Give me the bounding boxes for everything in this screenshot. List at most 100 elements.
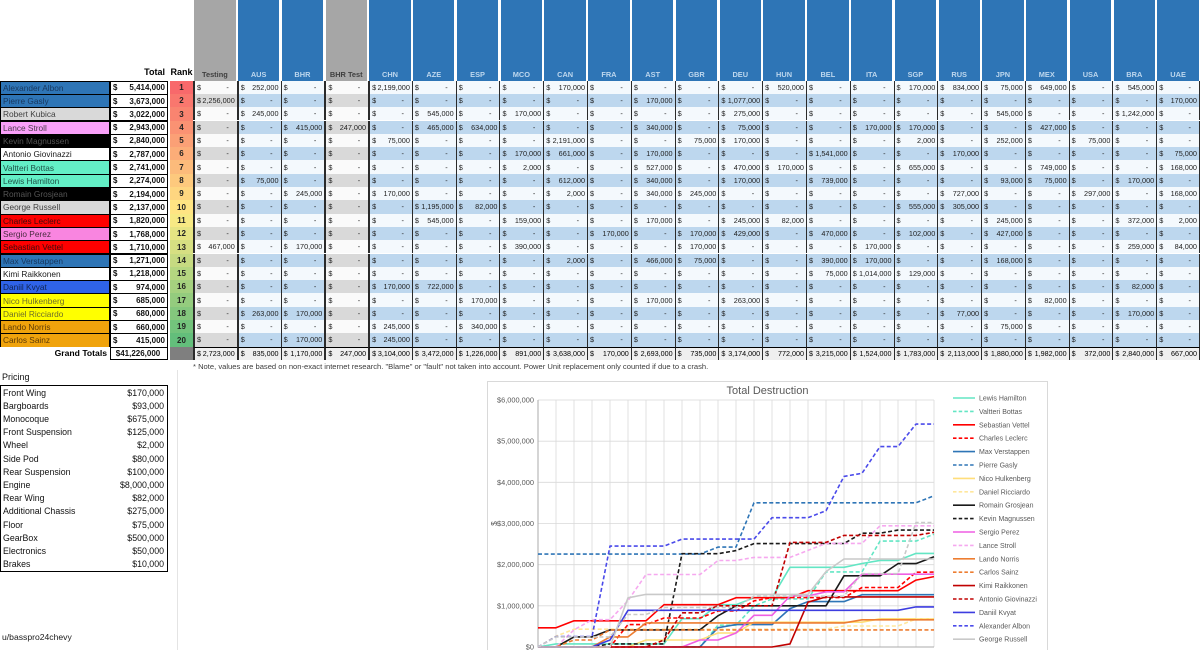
damage-cell[interactable]: $ - bbox=[543, 266, 588, 281]
legend-label[interactable]: Daniel Ricciardo bbox=[979, 489, 1030, 496]
damage-cell[interactable]: $ - bbox=[1068, 240, 1113, 254]
damage-cell[interactable]: $467,000 bbox=[193, 240, 237, 254]
damage-cell[interactable]: $ - bbox=[805, 213, 850, 227]
damage-cell[interactable]: $82,000 bbox=[1024, 293, 1069, 307]
damage-cell[interactable]: $ - bbox=[937, 240, 982, 254]
damage-cell[interactable]: $ - bbox=[368, 120, 412, 134]
driver-total-cell[interactable]: $660,000 bbox=[110, 320, 168, 335]
damage-cell[interactable]: $ - bbox=[280, 293, 325, 307]
damage-cell[interactable]: $ - bbox=[499, 306, 544, 320]
damage-cell[interactable]: $ - bbox=[893, 320, 938, 334]
damage-cell[interactable]: $ - bbox=[587, 266, 631, 281]
driver-total-cell[interactable]: $415,000 bbox=[110, 333, 168, 348]
damage-cell[interactable]: $ - bbox=[762, 240, 806, 254]
damage-cell[interactable]: $ - bbox=[630, 280, 675, 294]
race-header-aus[interactable]: AUS bbox=[237, 0, 280, 81]
damage-cell[interactable]: $170,000 bbox=[762, 160, 806, 174]
damage-cell[interactable]: $75,000 bbox=[1156, 147, 1200, 161]
pricing-row[interactable]: Monocoque $675,000 bbox=[1, 412, 167, 425]
damage-cell[interactable]: $390,000 bbox=[805, 253, 850, 267]
damage-cell[interactable]: $ - bbox=[762, 253, 806, 267]
driver-rank-cell[interactable]: 3 bbox=[170, 107, 193, 121]
damage-cell[interactable]: $ - bbox=[543, 306, 588, 320]
damage-cell[interactable]: $ - bbox=[937, 320, 982, 334]
damage-cell[interactable]: $75,000 bbox=[674, 253, 719, 267]
driver-total-cell[interactable]: $1,271,000 bbox=[110, 253, 168, 268]
damage-cell[interactable]: $ - bbox=[762, 200, 806, 214]
damage-cell[interactable]: $ - bbox=[762, 306, 806, 320]
race-header-aze[interactable]: AZE bbox=[413, 0, 455, 81]
pricing-row[interactable]: Bargboards $93,000 bbox=[1, 399, 167, 412]
damage-cell[interactable]: $93,000 bbox=[981, 173, 1025, 187]
damage-cell[interactable]: $ - bbox=[587, 320, 631, 334]
damage-cell[interactable]: $ - bbox=[1156, 280, 1200, 294]
race-header-hun[interactable]: HUN bbox=[763, 0, 805, 81]
damage-cell[interactable]: $527,000 bbox=[630, 160, 675, 174]
legend-label[interactable]: Lewis Hamilton bbox=[979, 396, 1027, 403]
damage-cell[interactable]: $ - bbox=[499, 120, 544, 134]
damage-cell[interactable]: $ - bbox=[849, 160, 894, 174]
race-header-deu[interactable]: DEU bbox=[719, 0, 761, 81]
driver-rank-cell[interactable]: 18 bbox=[170, 306, 193, 321]
damage-cell[interactable]: $ - bbox=[1024, 187, 1069, 201]
damage-cell[interactable]: $465,000 bbox=[411, 120, 456, 134]
damage-cell[interactable]: $ - bbox=[280, 213, 325, 227]
damage-cell[interactable]: $ - bbox=[849, 320, 894, 334]
damage-cell[interactable]: $ - bbox=[499, 333, 544, 347]
pricing-row[interactable]: Rear Wing $82,000 bbox=[1, 492, 167, 505]
damage-cell[interactable]: $ - bbox=[1112, 266, 1157, 281]
driver-total-cell[interactable]: $685,000 bbox=[110, 293, 168, 308]
legend-label[interactable]: Alexander Albon bbox=[979, 623, 1030, 630]
damage-cell[interactable]: $ - bbox=[762, 280, 806, 294]
damage-cell[interactable]: $ - bbox=[411, 93, 456, 108]
driver-name-cell[interactable]: Alexander Albon bbox=[0, 80, 110, 95]
damage-cell[interactable]: $ - bbox=[1024, 306, 1069, 320]
legend-label[interactable]: Charles Leclerc bbox=[979, 436, 1028, 443]
damage-cell[interactable]: $ - bbox=[1068, 226, 1113, 241]
damage-cell[interactable]: $ - bbox=[455, 266, 500, 281]
damage-cell[interactable]: $ - bbox=[1024, 213, 1069, 227]
damage-cell[interactable]: $ - bbox=[1112, 147, 1157, 161]
damage-cell[interactable]: $2,000 bbox=[1156, 213, 1200, 227]
driver-total-cell[interactable]: $1,820,000 bbox=[110, 213, 168, 228]
driver-rank-cell[interactable]: 13 bbox=[170, 240, 193, 254]
damage-cell[interactable]: $ - bbox=[411, 333, 456, 347]
damage-cell[interactable]: $ - bbox=[455, 253, 500, 267]
driver-total-cell[interactable]: $3,673,000 bbox=[110, 93, 168, 109]
damage-cell[interactable]: $170,000 bbox=[543, 80, 588, 94]
damage-cell[interactable]: $297,000 bbox=[1068, 187, 1113, 201]
race-header-chn[interactable]: CHN bbox=[369, 0, 411, 81]
driver-name-cell[interactable]: Sergio Perez bbox=[0, 226, 110, 242]
damage-cell[interactable]: $ - bbox=[543, 200, 588, 214]
race-header-ast[interactable]: AST bbox=[632, 0, 674, 81]
damage-cell[interactable]: $170,000 bbox=[849, 240, 894, 254]
damage-cell[interactable]: $ - bbox=[805, 80, 850, 94]
damage-cell[interactable]: $ - bbox=[849, 187, 894, 201]
damage-cell[interactable]: $2,256,000 bbox=[193, 93, 237, 108]
damage-cell[interactable]: $ - bbox=[587, 93, 631, 108]
damage-cell[interactable]: $ - bbox=[805, 120, 850, 134]
driver-name-cell[interactable]: Valtteri Bottas bbox=[0, 160, 110, 175]
damage-cell[interactable]: $ - bbox=[981, 293, 1025, 307]
damage-cell[interactable]: $ - bbox=[193, 320, 237, 334]
driver-rank-cell[interactable]: 17 bbox=[170, 293, 193, 308]
damage-cell[interactable]: $555,000 bbox=[893, 200, 938, 214]
damage-cell[interactable]: $ - bbox=[718, 320, 763, 334]
damage-cell[interactable]: $ - bbox=[1024, 133, 1069, 148]
damage-cell[interactable]: $ - bbox=[587, 160, 631, 174]
damage-cell[interactable]: $ - bbox=[937, 226, 982, 241]
damage-cell[interactable]: $ - bbox=[411, 293, 456, 307]
damage-cell[interactable]: $ - bbox=[674, 293, 719, 307]
damage-cell[interactable]: $ - bbox=[455, 226, 500, 241]
damage-cell[interactable]: $ - bbox=[1112, 226, 1157, 241]
damage-cell[interactable]: $ - bbox=[762, 133, 806, 148]
driver-total-cell[interactable]: $2,943,000 bbox=[110, 120, 168, 135]
damage-cell[interactable]: $245,000 bbox=[236, 107, 281, 121]
damage-cell[interactable]: $ - bbox=[587, 187, 631, 201]
damage-cell[interactable]: $ - bbox=[1024, 266, 1069, 281]
damage-cell[interactable]: $ - bbox=[236, 240, 281, 254]
damage-cell[interactable]: $ - bbox=[455, 333, 500, 347]
damage-cell[interactable]: $170,000 bbox=[718, 133, 763, 148]
damage-cell[interactable]: $102,000 bbox=[893, 226, 938, 241]
legend-label[interactable]: Daniil Kvyat bbox=[979, 610, 1016, 617]
